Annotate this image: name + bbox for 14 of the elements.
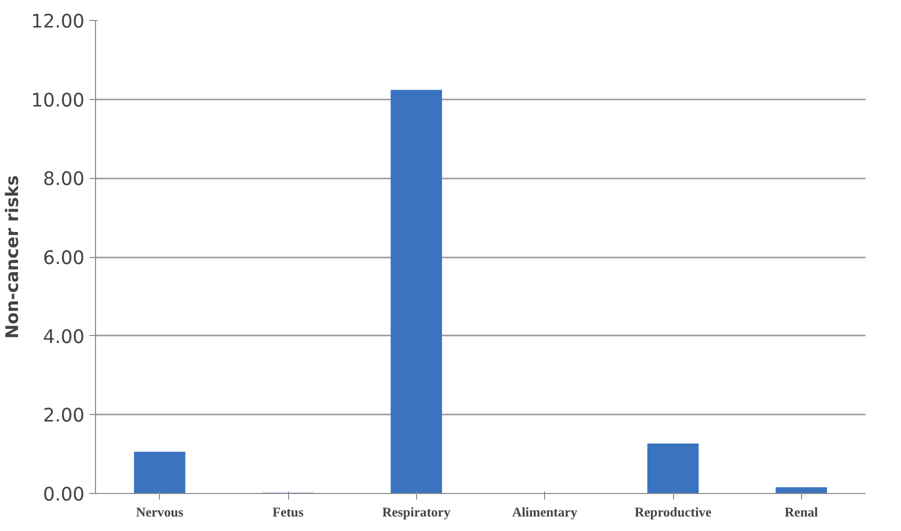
y-tick-label: 12.00 bbox=[31, 12, 85, 32]
x-tick-label: Alimentary bbox=[512, 504, 578, 520]
x-tick-label: Nervous bbox=[136, 504, 184, 520]
y-tick-label: 8.00 bbox=[42, 169, 85, 190]
y-tick-label: 6.00 bbox=[42, 248, 85, 269]
x-tick-label: Reproductive bbox=[634, 504, 712, 520]
y-axis-title: Non-cancer risks bbox=[3, 175, 24, 339]
y-tick-label: 4.00 bbox=[42, 326, 85, 348]
y-tick-label: 2.00 bbox=[42, 406, 85, 427]
y-tick-label: 0.00 bbox=[42, 484, 85, 506]
y-tick-label: 10.00 bbox=[31, 90, 85, 112]
x-tick-label: Fetus bbox=[272, 504, 304, 520]
x-tick-label: Respiratory bbox=[382, 504, 451, 520]
x-tick-label: Renal bbox=[784, 504, 818, 520]
